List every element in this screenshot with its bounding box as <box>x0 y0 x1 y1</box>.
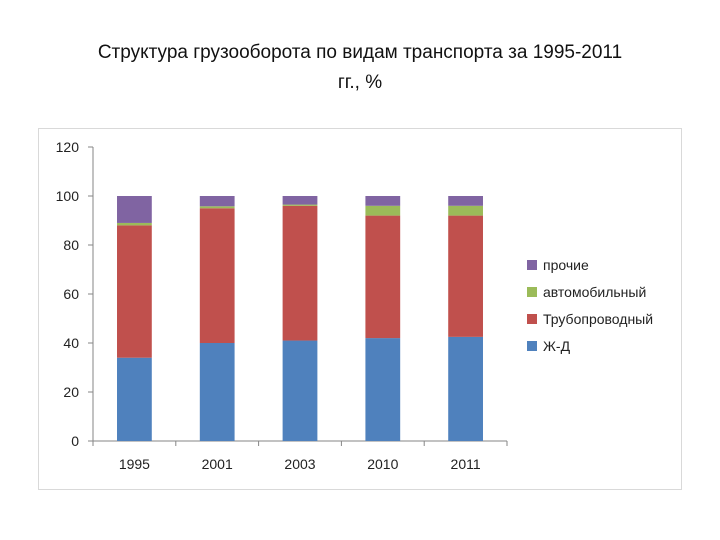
bar-segment <box>365 338 401 441</box>
bar-segment <box>117 357 152 441</box>
y-tick-label: 120 <box>56 139 80 155</box>
legend-swatch <box>527 287 537 297</box>
x-tick-label: 1995 <box>119 456 150 472</box>
x-tick-label: 2011 <box>451 456 481 472</box>
chart-title-line-1: Структура грузооборота по видам транспор… <box>97 42 623 63</box>
legend-label: Трубопроводный <box>543 311 653 327</box>
bar-segment <box>199 196 235 207</box>
bar-segment <box>448 205 483 216</box>
bar-segment <box>282 204 318 206</box>
chart-title: Структура грузооборота по видам транспор… <box>40 38 680 98</box>
bar-segment <box>117 196 152 223</box>
bar-segment <box>199 343 235 441</box>
chart-frame: 0 20 40 60 80 100 120 1995 2001 2003 2010 2011 прочи… <box>38 128 682 490</box>
y-tick-label: 40 <box>63 335 79 351</box>
bar-segment <box>199 206 235 209</box>
chart-title-line-2: гг., % <box>337 72 383 93</box>
x-tick-label: 2003 <box>284 456 315 472</box>
legend-label: автомобильный <box>543 284 646 300</box>
legend-swatch <box>527 314 537 324</box>
bar-segment <box>448 336 483 441</box>
bar-segment <box>282 205 318 341</box>
y-tick-label: 80 <box>63 237 79 253</box>
bar-segment <box>448 215 483 337</box>
bar-segment <box>282 196 318 205</box>
y-tick-label: 100 <box>56 188 80 204</box>
legend-swatch <box>527 260 537 270</box>
y-tick-label: 0 <box>71 433 79 449</box>
y-tick-label: 20 <box>63 384 79 400</box>
y-tick-label: 60 <box>63 286 79 302</box>
x-tick-label: 2010 <box>367 456 398 472</box>
stacked-bar-chart: 0 20 40 60 80 100 120 1995 2001 2003 2010 2011 прочи… <box>56 139 653 472</box>
bar-segment <box>365 196 401 206</box>
bar-segment <box>117 225 152 358</box>
bar-segment <box>365 205 401 216</box>
bar-segment <box>365 215 401 339</box>
legend-label: прочие <box>543 257 589 273</box>
legend-swatch <box>527 341 537 351</box>
x-tick-label: 2001 <box>202 456 233 472</box>
bar-segment <box>282 340 318 441</box>
legend-label: Ж-Д <box>543 338 571 354</box>
bar-segment <box>117 222 152 226</box>
bar-segment <box>199 208 235 343</box>
bar-segment <box>448 196 483 206</box>
